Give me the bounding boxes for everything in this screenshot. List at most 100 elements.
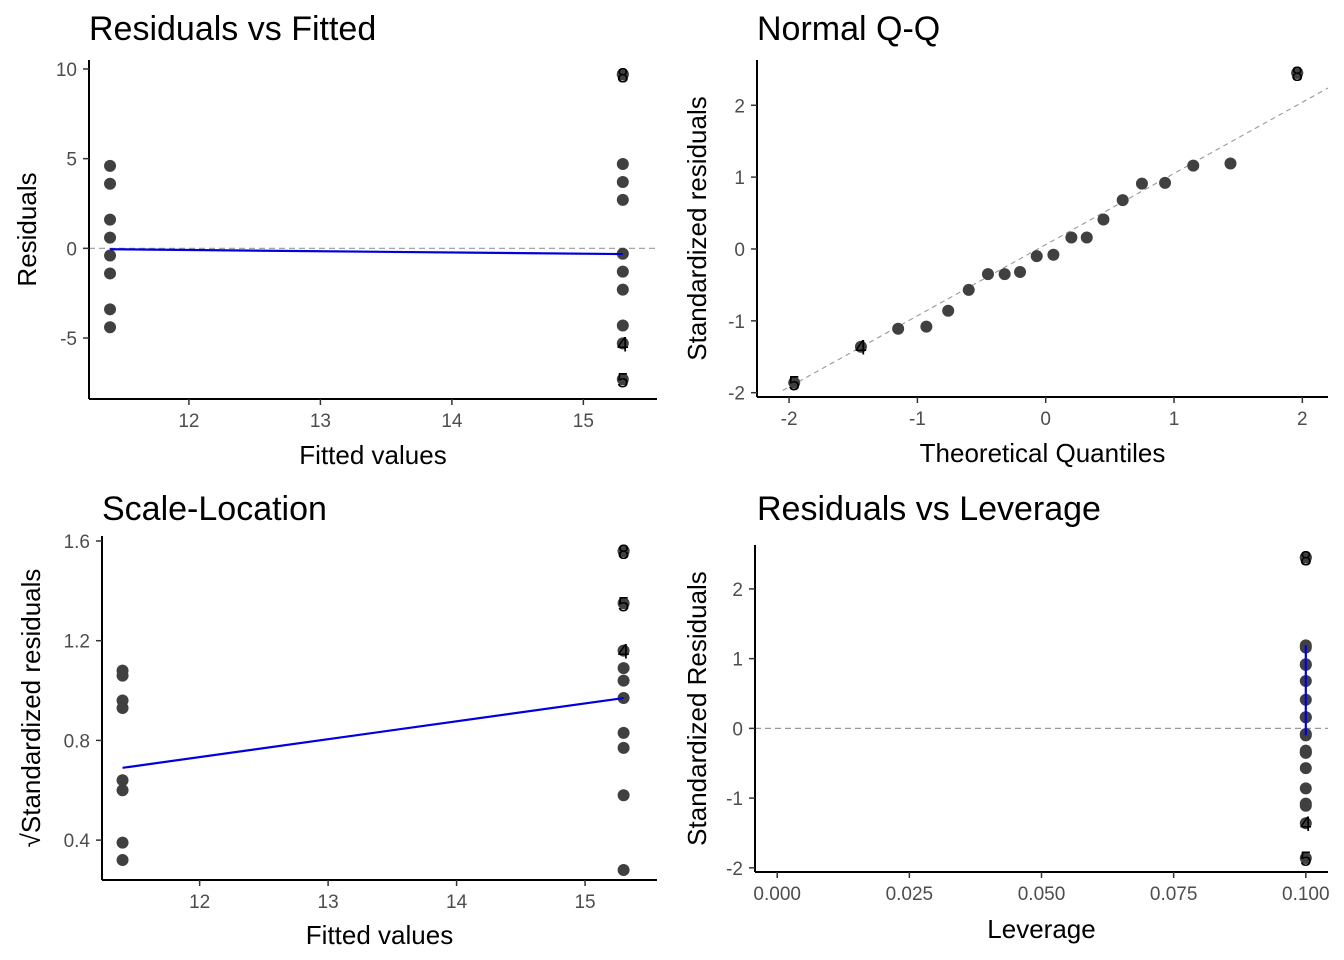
qq-reference-line (782, 87, 1329, 392)
data-point (617, 864, 630, 877)
point-label: 4 (618, 641, 630, 664)
data-point (920, 320, 933, 333)
point-label: 5 (618, 593, 630, 616)
x-tick-label: 13 (318, 892, 339, 913)
y-tick-label: 0.8 (64, 731, 90, 752)
data-point (981, 268, 994, 281)
labelled-point (1299, 852, 1312, 865)
labelled-point (788, 376, 801, 389)
point-label: 5 (1300, 848, 1312, 871)
data-point (104, 267, 117, 280)
data-point (616, 319, 629, 332)
data-point (116, 784, 129, 797)
labelled-point (617, 644, 630, 657)
point-label: 4 (617, 333, 629, 356)
y-tick-label: 1.2 (64, 632, 90, 653)
x-tick-label: -1 (909, 409, 926, 430)
data-point (616, 283, 629, 296)
data-point (104, 249, 117, 262)
data-point (617, 789, 630, 802)
y-tick-label: 1 (732, 650, 743, 671)
data-point (1299, 762, 1312, 775)
data-point (104, 321, 117, 334)
labelled-point (616, 373, 629, 386)
data-point (104, 213, 117, 226)
data-point (116, 669, 129, 682)
labelled-point (617, 597, 630, 610)
data-point (1080, 231, 1093, 244)
panel-rvf: Residuals vs Fitted384512131415-50510Fit… (12, 10, 657, 470)
point-label: 8 (618, 541, 630, 564)
data-point (892, 322, 905, 335)
x-tick-label: 14 (441, 411, 463, 432)
data-point (998, 268, 1011, 281)
y-tick-label: -1 (728, 312, 745, 333)
labelled-point (1299, 817, 1312, 830)
data-point (1159, 176, 1172, 189)
x-tick-label: 0.100 (1282, 884, 1330, 905)
panel-qq: Normal Q-Q3845-2-1012-2-1012Theoretical … (682, 10, 1329, 468)
data-point (962, 283, 975, 296)
point-label: 4 (855, 337, 867, 360)
x-tick-label: 12 (189, 892, 210, 913)
x-tick-label: 0.000 (753, 884, 801, 905)
x-tick-label: 15 (573, 411, 594, 432)
data-point (616, 265, 629, 278)
point-label: 8 (1300, 548, 1312, 571)
data-point (1224, 157, 1237, 170)
data-point (1299, 746, 1312, 759)
x-axis-label: Leverage (987, 914, 1095, 944)
x-axis-label: Fitted values (299, 440, 446, 470)
data-point (1116, 194, 1129, 207)
labelled-point (854, 340, 867, 353)
y-tick-label: 2 (734, 96, 745, 117)
smooth-line (110, 248, 623, 256)
data-point (104, 177, 117, 190)
y-axis-label: √Standardized residuals (16, 569, 46, 848)
point-label: 5 (617, 369, 629, 392)
y-axis-label: Residuals (12, 172, 42, 286)
data-point (1047, 248, 1060, 261)
x-axis-label: Theoretical Quantiles (920, 438, 1166, 468)
x-tick-label: 1 (1169, 409, 1180, 430)
x-tick-label: 2 (1297, 409, 1308, 430)
data-point (1135, 177, 1148, 190)
data-point (116, 774, 129, 787)
y-tick-label: -2 (726, 859, 743, 880)
data-point (616, 158, 629, 171)
labelled-point (616, 68, 629, 81)
y-tick-label: 0 (734, 240, 745, 261)
panel-rvl: Residuals vs Leverage38450.0000.0250.050… (682, 490, 1330, 944)
data-point (104, 303, 117, 316)
point-label: 5 (788, 373, 800, 396)
data-point (616, 193, 629, 206)
y-axis-label: Standardized residuals (682, 96, 712, 361)
y-tick-label: 0 (66, 239, 77, 260)
x-tick-label: -2 (781, 409, 798, 430)
data-point (616, 175, 629, 188)
point-label: 8 (1291, 63, 1303, 86)
y-tick-label: 0.4 (64, 831, 91, 852)
point-label: 4 (1300, 813, 1312, 836)
data-point (617, 726, 630, 739)
chart-title: Normal Q-Q (757, 10, 940, 48)
y-tick-label: -1 (726, 789, 743, 810)
x-tick-label: 0.075 (1150, 884, 1198, 905)
data-point (116, 854, 129, 867)
chart-title: Scale-Location (102, 490, 327, 528)
x-tick-label: 14 (446, 892, 468, 913)
data-point (1187, 159, 1200, 172)
y-tick-label: 5 (66, 150, 77, 171)
y-tick-label: 10 (56, 60, 77, 81)
y-tick-label: 2 (732, 580, 743, 601)
data-point (1030, 250, 1043, 263)
data-point (1065, 231, 1078, 244)
data-point (104, 231, 117, 244)
y-tick-label: 1.6 (64, 532, 90, 553)
x-axis-label: Fitted values (306, 920, 453, 950)
x-tick-label: 0 (1040, 409, 1051, 430)
data-point (942, 304, 955, 317)
labelled-point (1299, 551, 1312, 564)
data-point (1097, 213, 1110, 226)
